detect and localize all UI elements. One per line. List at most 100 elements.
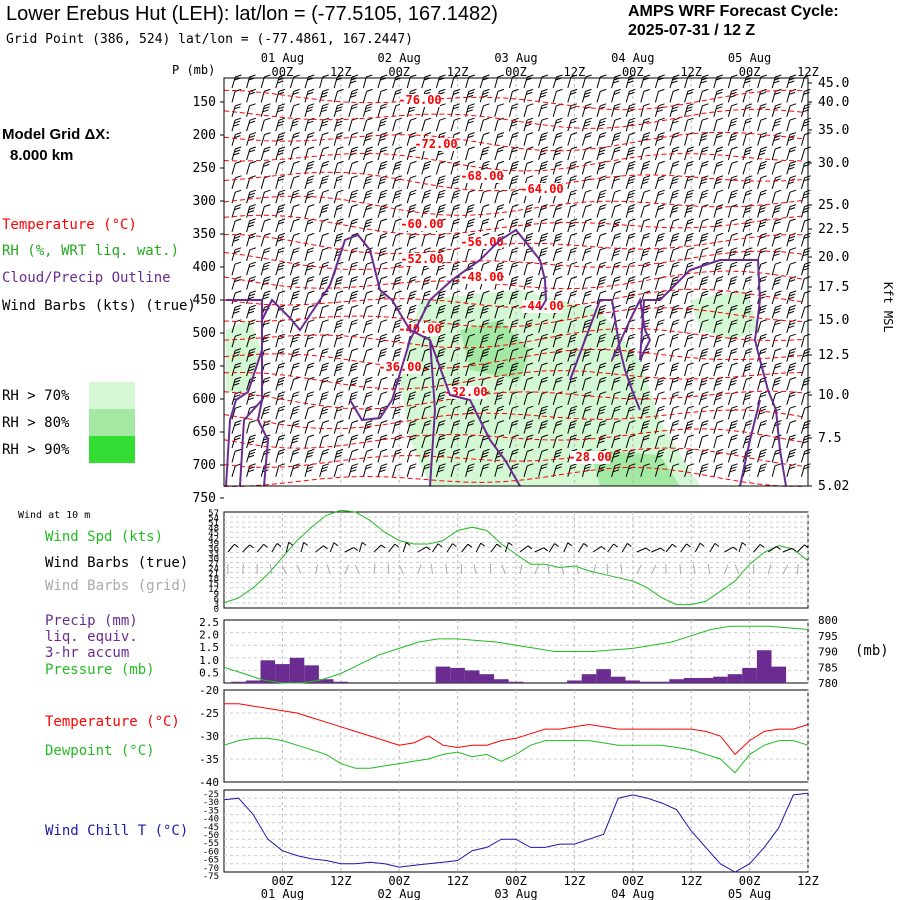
wind-barb-flag — [701, 132, 709, 136]
wind-barb-flag — [247, 454, 255, 458]
wind-barb — [654, 408, 660, 420]
wind-barb-true — [767, 546, 777, 553]
top-hour-label: 00Z — [272, 65, 294, 79]
wind-barb-flag — [687, 290, 694, 294]
wind-barb-flag — [540, 379, 548, 383]
pressure-tick-label: 600 — [193, 392, 216, 407]
wind-barb — [800, 220, 806, 233]
wind-barb-flag — [233, 310, 240, 314]
wind-barb-flag — [803, 235, 810, 239]
wind-barb-flag — [760, 276, 767, 280]
wind-barb-flag — [541, 160, 549, 164]
temperature-contour — [223, 195, 805, 216]
wind-barb-flag — [612, 224, 620, 228]
wind-barb-flag — [788, 166, 795, 170]
wind-barb-flag — [598, 310, 605, 314]
wind-barb-flag — [264, 160, 271, 164]
wind-barb — [567, 292, 572, 305]
wind-barb-flag — [439, 276, 446, 280]
wind-barb-flag — [350, 469, 357, 473]
wind-barb-flag — [570, 74, 578, 78]
wind-barb-flag — [278, 146, 286, 150]
wind-barb-flag — [730, 322, 737, 326]
wind-barb-flag — [380, 149, 387, 153]
wind-barb-flag — [628, 207, 635, 211]
wind-barb — [348, 278, 353, 290]
wind-barb-flag — [466, 296, 473, 300]
precip-bar — [435, 666, 451, 683]
wind-barb — [392, 134, 397, 146]
wind-barb-flag — [366, 160, 373, 164]
wind-barb-flag — [687, 276, 694, 280]
precip-bar — [508, 681, 524, 683]
wind-barb-flag — [278, 160, 286, 164]
wind-barb-flag — [277, 351, 284, 355]
wind-barb-flag — [613, 437, 621, 441]
wind-barb-flag — [292, 336, 299, 340]
wind-barb — [552, 220, 557, 233]
wind-barb-flag — [745, 232, 753, 236]
wind-barb-flag — [512, 74, 519, 78]
wind-barb-flag — [394, 192, 402, 196]
pressure-tick-label-right: 800 — [818, 614, 838, 627]
wind-barb-flag — [307, 451, 314, 455]
wind-barb-flag — [745, 423, 752, 427]
wind-barb-flag — [804, 434, 811, 438]
wind-barb-flag — [510, 339, 517, 343]
cloud-outline — [569, 299, 641, 411]
wind-barb — [392, 235, 397, 247]
wind-barb — [260, 120, 265, 132]
bottom-hour-label: 12Z — [680, 874, 702, 888]
wind-barb-flag — [380, 434, 388, 438]
wind-barb-flag — [656, 310, 663, 314]
wind-barb-flag — [599, 247, 607, 251]
wind-barb-flag — [673, 319, 680, 323]
wind-barb — [698, 364, 703, 377]
wind-barb-flag — [234, 149, 241, 153]
wind-barb-flag — [292, 437, 299, 441]
wind-speed-tick-label: 0 — [214, 605, 219, 615]
wind-barb-flag — [335, 178, 343, 182]
wind-barb-flag — [758, 469, 766, 473]
wind-barb-flag — [248, 207, 255, 211]
wind-barb-flag — [627, 181, 634, 185]
wind-barb — [523, 264, 528, 276]
wind-barb-flag — [482, 221, 489, 225]
wind-barb-flag — [643, 146, 651, 150]
wind-barb-flag — [584, 351, 591, 355]
wind-barb-flag — [293, 434, 300, 438]
wind-barb — [640, 264, 645, 276]
wind-barb-flag — [307, 279, 314, 283]
wind-barb-flag — [467, 106, 474, 110]
wind-barb-flag — [454, 204, 461, 208]
wind-barb-flag — [262, 339, 269, 343]
wind-barb-flag — [614, 304, 621, 308]
wind-barb-flag — [629, 261, 636, 265]
wind-barb-flag — [672, 423, 679, 427]
wind-barb — [771, 192, 776, 204]
wind-barb-true-flag — [759, 544, 765, 548]
wind-barb-grid — [534, 564, 540, 575]
wind-barb-flag — [774, 379, 781, 383]
wind-barb — [654, 364, 660, 377]
wind-barb-flag — [759, 336, 767, 340]
wind-barb — [246, 76, 251, 89]
wind-barb-flag — [322, 261, 330, 265]
wind-barb-flag — [278, 448, 285, 452]
wind-barb-flag — [439, 333, 446, 337]
wind-barb-flag — [658, 88, 665, 92]
wind-barb — [348, 307, 353, 319]
wind-barb — [596, 292, 601, 305]
wind-barb-flag — [263, 437, 270, 441]
wind-speed-tick-label: 15 — [208, 580, 219, 590]
wind-barb-flag — [278, 106, 285, 110]
temperature-label: -60.00 — [400, 217, 443, 231]
wind-barb-flag — [410, 160, 417, 164]
wind-barb — [362, 264, 368, 276]
wind-barb — [508, 105, 513, 117]
wind-barb-flag — [570, 91, 577, 95]
wind-barb-flag — [379, 469, 386, 473]
wind-barb — [362, 163, 368, 175]
wind-barb-flag — [249, 333, 257, 337]
wind-barb-flag — [745, 362, 753, 366]
